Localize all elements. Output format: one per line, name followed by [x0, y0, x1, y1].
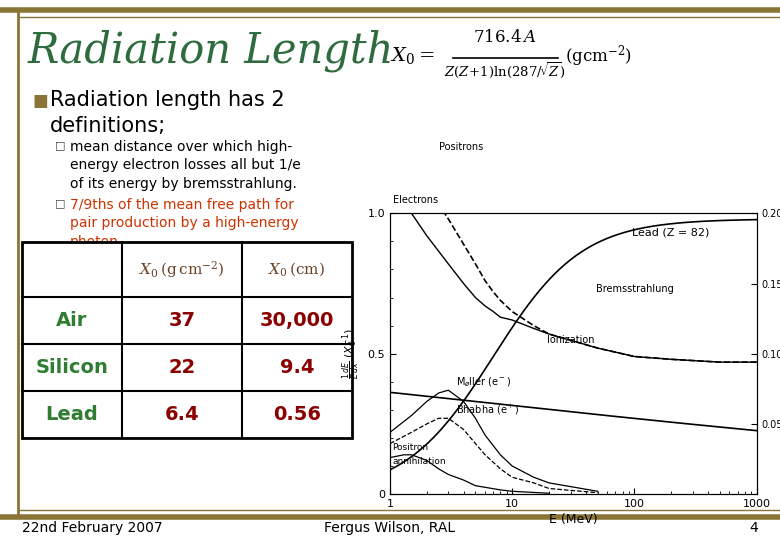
Text: 37: 37	[168, 311, 196, 330]
Text: $(\mathrm{gcm}^{-2})$: $(\mathrm{gcm}^{-2})$	[565, 43, 632, 69]
Text: 0.56: 0.56	[273, 405, 321, 424]
Bar	[22, 242, 352, 438]
Text: $X_0 =$: $X_0 =$	[390, 45, 434, 66]
Text: Electrons: Electrons	[392, 195, 438, 205]
Text: Air: Air	[56, 311, 87, 330]
Text: $X_0\,({\rm g\,cm}^{-2})$: $X_0\,({\rm g\,cm}^{-2})$	[139, 259, 225, 280]
Text: $X_0\,({\rm cm})$: $X_0\,({\rm cm})$	[268, 261, 325, 279]
Text: Lead: Lead	[45, 405, 98, 424]
Text: 4: 4	[750, 521, 758, 535]
Text: Lead (Z = 82): Lead (Z = 82)	[633, 228, 710, 238]
Text: $716.4\,A$: $716.4\,A$	[473, 28, 537, 46]
Text: $Z(Z\!+\!1)\ln(287/\!\sqrt{Z})$: $Z(Z\!+\!1)\ln(287/\!\sqrt{Z})$	[444, 60, 566, 80]
Text: 30,000: 30,000	[260, 311, 334, 330]
Text: 6.4: 6.4	[165, 405, 200, 424]
Text: Ionization: Ionization	[547, 335, 594, 345]
Text: □: □	[55, 140, 66, 150]
Text: mean distance over which high-
energy electron losses all but 1/e
of its energy : mean distance over which high- energy el…	[70, 140, 301, 191]
Text: Positron: Positron	[392, 443, 429, 452]
Text: 22: 22	[168, 358, 196, 377]
Y-axis label: $\frac{1}{E}\frac{dE}{dx}\ (X_0^{-1})$: $\frac{1}{E}\frac{dE}{dx}\ (X_0^{-1})$	[341, 328, 362, 379]
Text: Bremsstrahlung: Bremsstrahlung	[595, 284, 673, 294]
Text: Radiation length has 2
definitions;: Radiation length has 2 definitions;	[50, 90, 285, 136]
Text: Radiation Length: Radiation Length	[28, 30, 395, 72]
Text: Bhabha (e$^+$): Bhabha (e$^+$)	[456, 403, 520, 417]
Text: Silicon: Silicon	[36, 358, 108, 377]
Text: annihilation: annihilation	[392, 457, 446, 466]
Text: □: □	[55, 198, 66, 208]
Text: M$_\o$ller (e$^-$): M$_\o$ller (e$^-$)	[456, 375, 512, 389]
Text: Fergus Wilson, RAL: Fergus Wilson, RAL	[324, 521, 456, 535]
Text: 22nd February 2007: 22nd February 2007	[22, 521, 162, 535]
Text: 7/9ths of the mean free path for
pair production by a high-energy
photon.: 7/9ths of the mean free path for pair pr…	[70, 198, 299, 249]
Text: 9.4: 9.4	[280, 358, 314, 377]
Text: ■: ■	[32, 92, 48, 110]
Text: Positrons: Positrons	[438, 141, 483, 152]
X-axis label: E (MeV): E (MeV)	[549, 513, 597, 526]
